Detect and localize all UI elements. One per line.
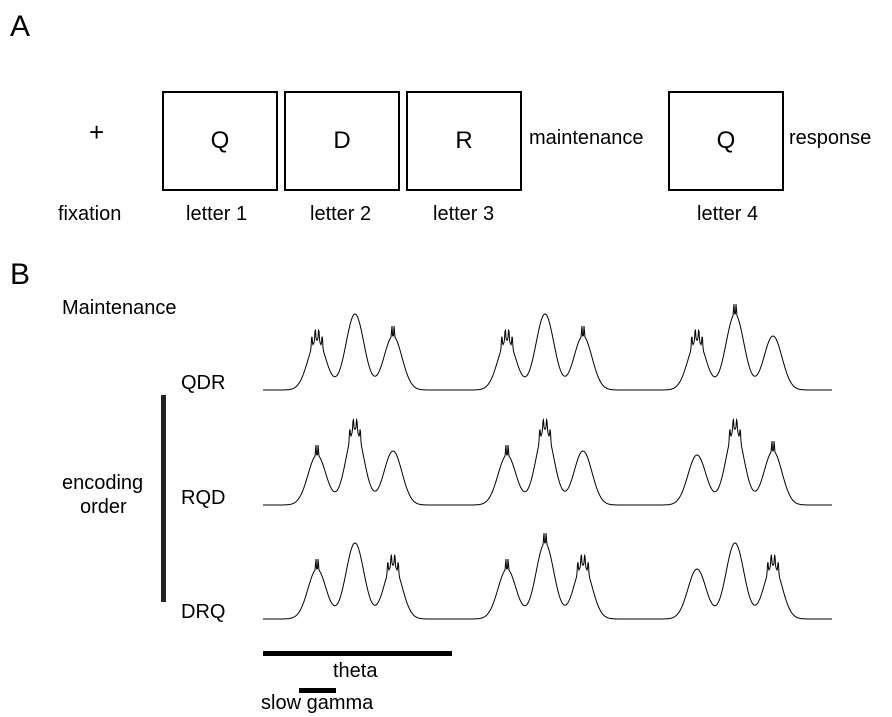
panel-a-label: A — [10, 10, 31, 43]
trace-row-1 — [263, 304, 832, 391]
letter-4-box: Q — [668, 91, 784, 191]
slow-gamma-label: slow gamma — [261, 692, 374, 714]
letter-2-label: letter 2 — [310, 203, 372, 225]
theta-label: theta — [333, 660, 378, 682]
letter-3-label: letter 3 — [433, 203, 495, 225]
letter-1-char: Q — [210, 127, 230, 154]
letter-2-char: D — [333, 127, 351, 154]
letter-4-label: letter 4 — [697, 203, 759, 225]
theta-scale-bar — [263, 651, 452, 656]
order-label: order — [80, 496, 127, 518]
letter-4-char: Q — [716, 127, 736, 154]
maintenance-title: Maintenance — [62, 297, 177, 319]
row-label-qdr: QDR — [181, 372, 226, 394]
letter-1-box: Q — [162, 91, 278, 191]
response-label: response — [789, 127, 872, 149]
trace-row-2 — [263, 417, 832, 506]
letter-1-label: letter 1 — [186, 203, 248, 225]
letter-3-box: R — [406, 91, 522, 191]
encoding-label: encoding — [62, 472, 144, 494]
letter-2-box: D — [284, 91, 400, 191]
fixation-label: fixation — [58, 203, 122, 225]
encoding-order-bar — [161, 395, 166, 602]
fixation-cross: + — [89, 117, 105, 147]
row-label-rqd: RQD — [181, 487, 226, 509]
trace-row-3 — [263, 533, 832, 620]
panel-b-label: B — [10, 258, 31, 291]
row-label-drq: DRQ — [181, 601, 226, 623]
slow-gamma-scale-bar — [299, 688, 336, 693]
letter-3-char: R — [455, 127, 473, 154]
maintenance-label: maintenance — [529, 127, 644, 149]
